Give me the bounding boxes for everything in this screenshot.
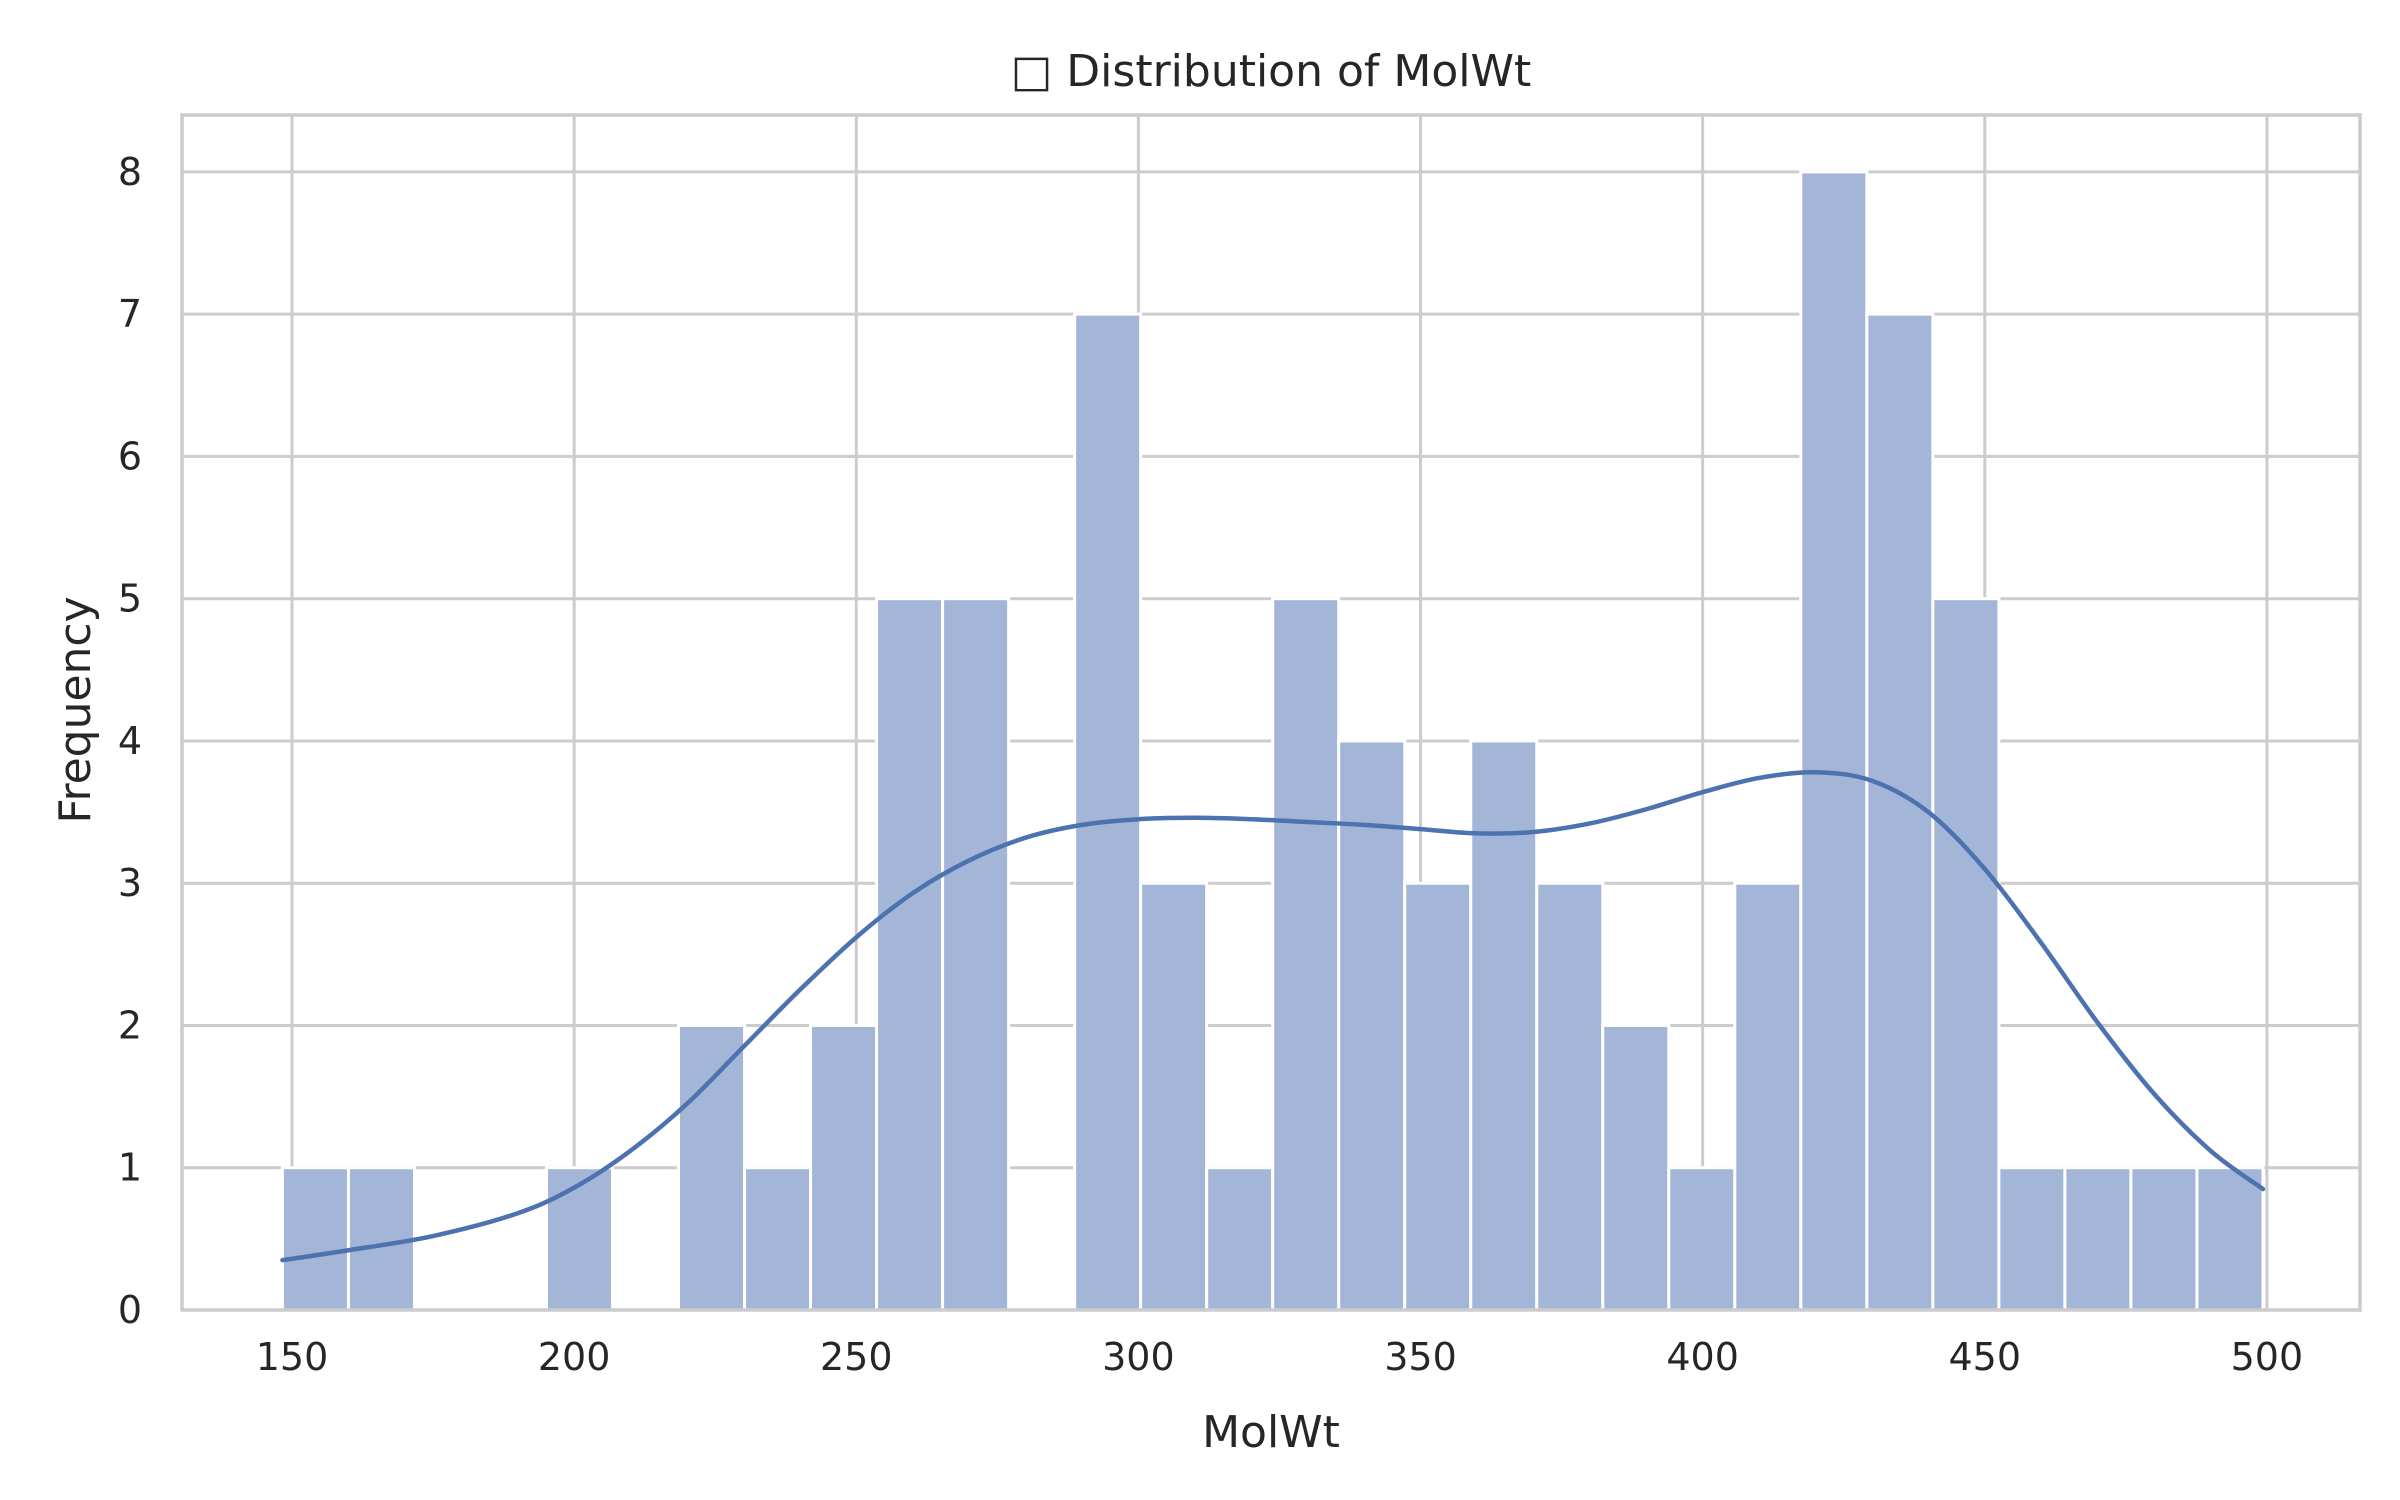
histogram-bar (2195, 1166, 2265, 1312)
histogram-bar (1997, 1166, 2067, 1312)
y-tick-label: 2 (118, 1003, 142, 1047)
y-axis-label: Frequency (50, 596, 101, 823)
histogram-bar (1469, 739, 1539, 1312)
x-tick-label: 200 (538, 1335, 611, 1379)
y-tick-label: 1 (118, 1146, 142, 1190)
y-tick-label: 0 (118, 1288, 142, 1332)
histogram-bar (2063, 1166, 2133, 1312)
histogram-bar (1799, 170, 1869, 1312)
y-tick-label: 8 (118, 150, 142, 194)
x-tick-label: 350 (1384, 1335, 1457, 1379)
y-tick-label: 4 (118, 719, 142, 763)
histogram-bar (1865, 312, 1935, 1312)
histogram-bar (545, 1166, 615, 1312)
tick-labels: 150 200 250 300 350 400 450 500 0 1 2 3 4 5 6 7 8 (118, 150, 2303, 1379)
grid-lines (182, 115, 2360, 1312)
axes-frame (180, 113, 2362, 1312)
x-axis-label: MolWt (1202, 1407, 1340, 1458)
histogram-bar (1205, 1166, 1275, 1312)
histogram-bar (677, 1023, 747, 1312)
histogram-bar (1601, 1023, 1671, 1312)
x-tick-label: 250 (820, 1335, 893, 1379)
histogram-bars (280, 170, 2265, 1312)
x-tick-label: 400 (1666, 1335, 1739, 1379)
histogram-bar (1667, 1166, 1737, 1312)
y-tick-label: 7 (118, 292, 142, 336)
histogram-bar (743, 1166, 813, 1312)
kde-curve (280, 769, 2266, 1263)
histogram-bar (875, 597, 945, 1312)
x-tick-label: 500 (2231, 1335, 2304, 1379)
x-tick-label: 300 (1102, 1335, 1175, 1379)
histogram-bar (1139, 881, 1209, 1312)
histogram-bar (1403, 881, 1473, 1312)
histogram-bar (1535, 881, 1605, 1312)
plot-frame (180, 113, 2362, 1312)
chart-title: □ Distribution of MolWt (1011, 46, 1532, 97)
y-tick-label: 6 (118, 434, 142, 478)
kde-curve-layer (280, 769, 2266, 1263)
histogram-bar (809, 1023, 879, 1312)
histogram-bar (1073, 312, 1143, 1312)
histogram-bar (280, 1166, 350, 1312)
histogram-bar (1931, 597, 2001, 1312)
histogram-bar (941, 597, 1011, 1312)
x-tick-label: 450 (1949, 1335, 2022, 1379)
x-tick-label: 150 (256, 1335, 329, 1379)
histogram-bar (1271, 597, 1341, 1312)
y-tick-label: 5 (118, 577, 142, 621)
histogram-bar (346, 1166, 416, 1312)
y-tick-label: 3 (118, 861, 142, 905)
histogram-bar (1733, 881, 1803, 1312)
histogram-bar (2129, 1166, 2199, 1312)
